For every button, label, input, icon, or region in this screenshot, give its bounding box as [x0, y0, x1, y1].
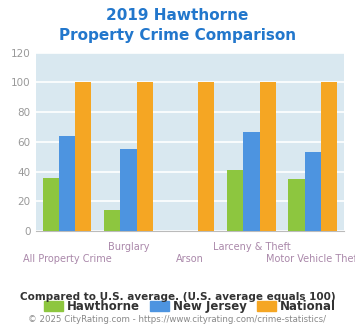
Bar	[104, 210, 120, 231]
Bar	[243, 131, 260, 231]
Text: Larceny & Theft: Larceny & Theft	[213, 242, 290, 252]
Bar	[289, 179, 305, 231]
Bar	[198, 82, 214, 231]
Bar	[75, 82, 91, 231]
Bar	[321, 82, 337, 231]
Text: Arson: Arson	[176, 254, 204, 264]
Bar	[120, 149, 137, 231]
Text: © 2025 CityRating.com - https://www.cityrating.com/crime-statistics/: © 2025 CityRating.com - https://www.city…	[28, 315, 327, 324]
Text: Motor Vehicle Theft: Motor Vehicle Theft	[266, 254, 355, 264]
Text: Property Crime Comparison: Property Crime Comparison	[59, 28, 296, 43]
Bar	[43, 178, 59, 231]
Legend: Hawthorne, New Jersey, National: Hawthorne, New Jersey, National	[39, 295, 341, 318]
Text: Burglary: Burglary	[108, 242, 149, 252]
Text: Compared to U.S. average. (U.S. average equals 100): Compared to U.S. average. (U.S. average …	[20, 292, 335, 302]
Text: All Property Crime: All Property Crime	[23, 254, 111, 264]
Bar	[227, 170, 243, 231]
Bar	[260, 82, 276, 231]
Bar	[305, 152, 321, 231]
Bar	[59, 136, 75, 231]
Text: 2019 Hawthorne: 2019 Hawthorne	[106, 8, 249, 23]
Bar	[137, 82, 153, 231]
